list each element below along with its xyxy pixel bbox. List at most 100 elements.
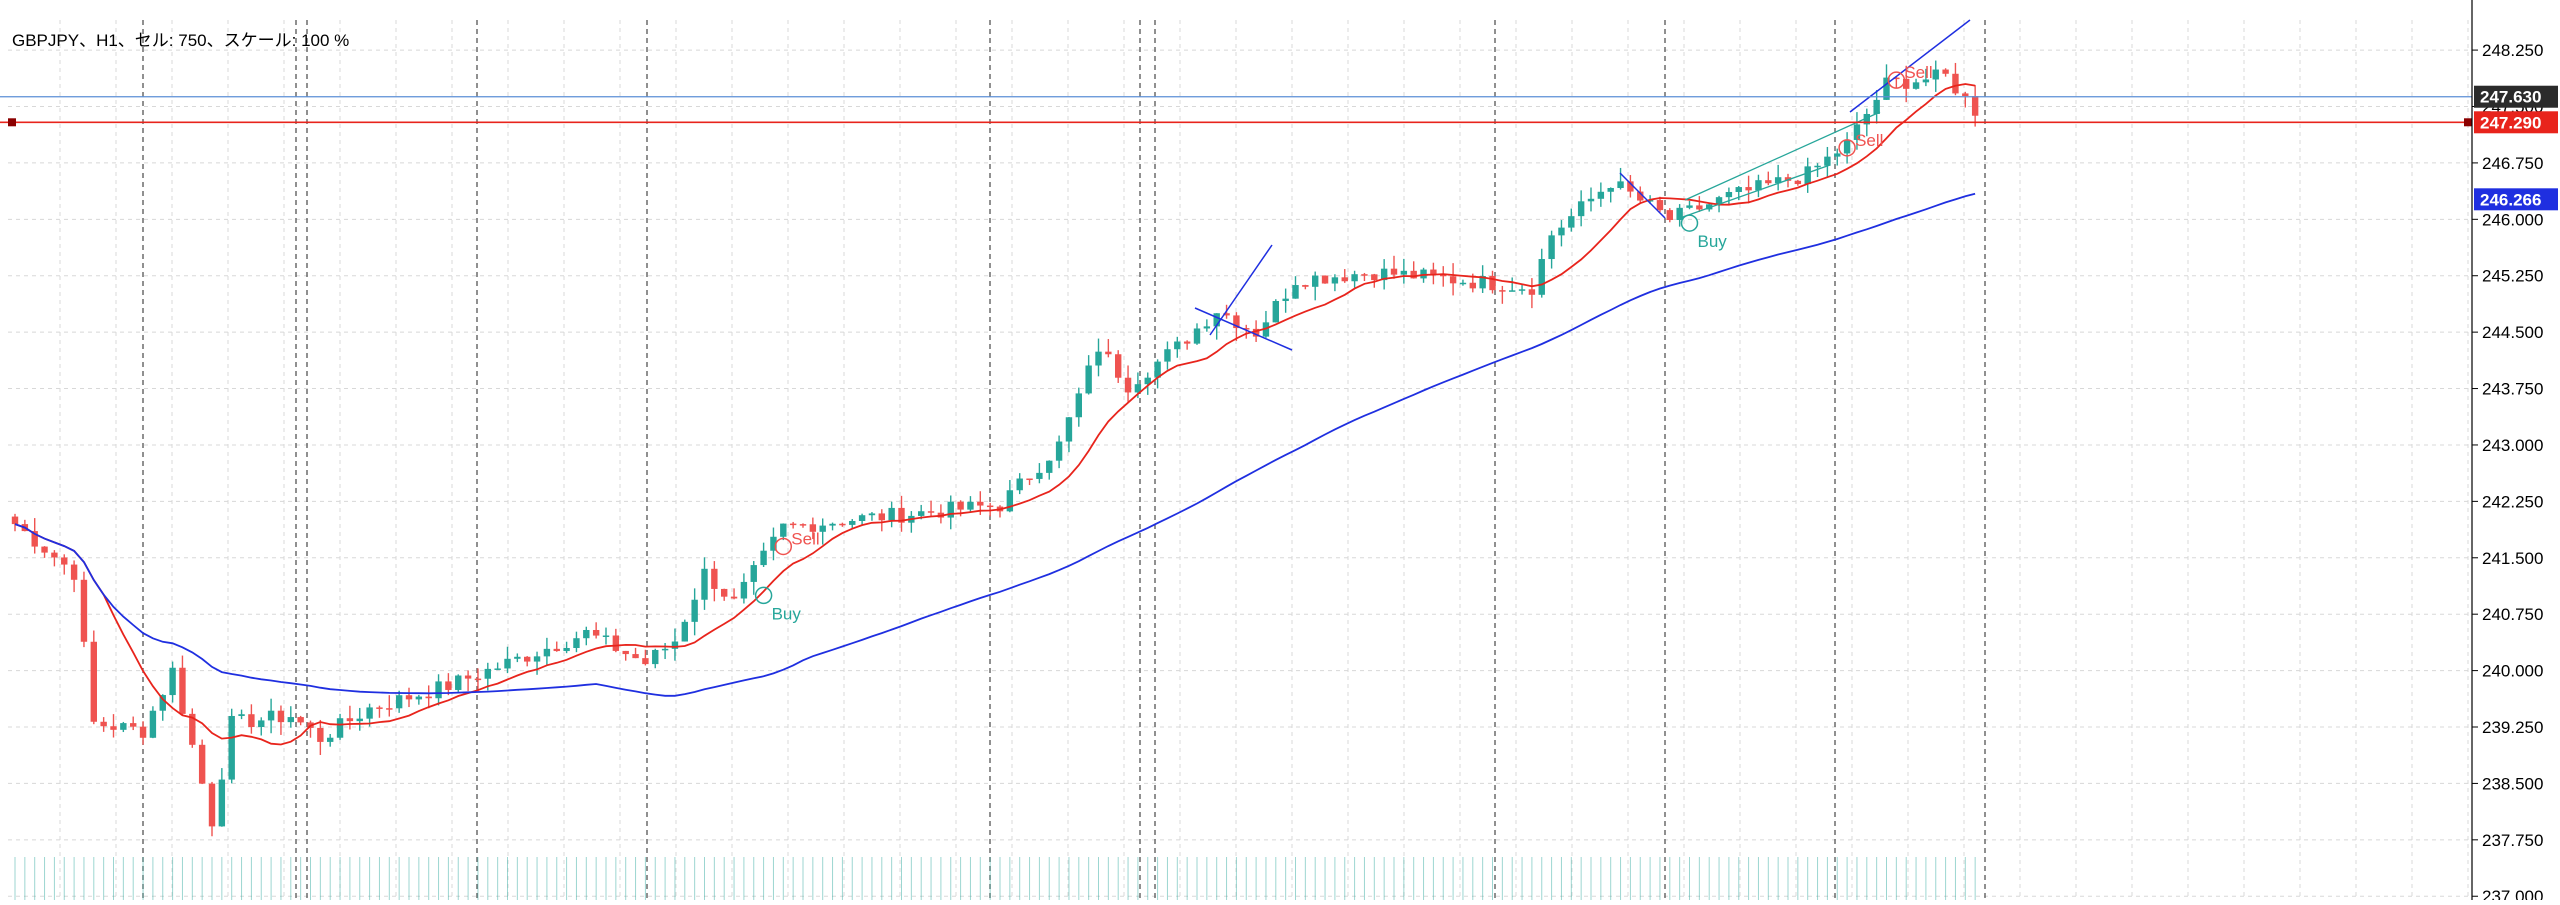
candle-body — [90, 641, 97, 722]
candle-body — [1124, 377, 1132, 393]
candle-body — [366, 707, 373, 719]
candle-body — [1420, 269, 1427, 279]
candle-body — [415, 696, 423, 700]
candle-body — [957, 501, 964, 510]
candle-body — [189, 713, 196, 745]
candle-body — [139, 726, 147, 738]
candle-body — [1105, 351, 1112, 355]
candle-body — [1745, 187, 1752, 191]
candle-body — [100, 721, 107, 727]
candle-body — [386, 708, 393, 710]
price-axis-label: 239.250 — [2482, 718, 2543, 737]
candle-body — [1193, 328, 1201, 344]
price-axis-label: 240.750 — [2482, 605, 2543, 624]
candle-body — [1164, 349, 1171, 362]
candle-body — [120, 723, 127, 730]
candle-body — [169, 667, 176, 696]
ask-price-tag — [2474, 85, 2558, 108]
ma-slow-line — [14, 192, 1976, 697]
bid-price-tag — [2474, 111, 2558, 134]
candle-body — [839, 523, 846, 526]
candle-body — [1538, 259, 1545, 295]
candle-body — [376, 707, 383, 709]
price-axis-label: 238.500 — [2482, 774, 2543, 793]
candle-body — [533, 656, 541, 662]
candle-body — [1597, 191, 1605, 199]
candle-body — [1449, 276, 1457, 284]
candle-body — [130, 723, 137, 727]
candle-body — [819, 525, 826, 532]
candle-body — [799, 524, 807, 526]
candle-body — [1095, 351, 1102, 366]
candle-body — [1282, 298, 1289, 302]
candle-body — [1509, 290, 1516, 292]
candle-body — [1292, 285, 1299, 299]
candle-body — [573, 638, 580, 648]
trade-marker-label: Buy — [772, 604, 802, 623]
candle-body — [1706, 204, 1713, 210]
candle-body — [1607, 187, 1614, 192]
trade-marker — [1680, 214, 1699, 232]
candle-body — [435, 681, 442, 699]
price-axis-label: 240.000 — [2482, 662, 2543, 681]
candle-body — [829, 523, 836, 526]
candle-body — [553, 648, 560, 652]
candle-body — [967, 501, 974, 510]
candle-body — [504, 658, 511, 669]
candle-body — [474, 678, 482, 681]
candle-body — [701, 568, 708, 600]
candle-body — [1794, 180, 1802, 185]
channel-line — [1679, 164, 1831, 219]
candle-body — [563, 647, 570, 652]
price-axis-label: 237.750 — [2482, 831, 2543, 850]
candle-body — [395, 695, 403, 709]
candle-body — [445, 681, 452, 690]
candle-body — [1144, 377, 1151, 385]
candle-body — [986, 505, 994, 508]
candle-body — [514, 656, 521, 659]
candle-body — [1853, 124, 1861, 140]
candle-body — [1055, 441, 1063, 461]
bid-line-handle — [2464, 118, 2472, 127]
candle-body — [927, 511, 935, 513]
candle-body — [1637, 191, 1644, 201]
candle-body — [218, 779, 226, 827]
trade-marker-label: Sell — [1855, 131, 1883, 150]
candle-body — [947, 501, 954, 518]
candle-body — [179, 667, 186, 714]
candle-body — [1568, 216, 1575, 228]
candle-body — [1075, 393, 1082, 418]
candle-body — [1577, 201, 1585, 217]
price-tag-label: 246.266 — [2480, 190, 2541, 209]
candle-body — [1755, 180, 1762, 191]
candle-body — [1528, 289, 1536, 295]
candle-body — [346, 718, 354, 722]
candle-body — [1302, 285, 1309, 287]
candle-body — [1410, 270, 1417, 279]
candle-body — [484, 668, 491, 679]
price-axis-label: 241.500 — [2482, 549, 2543, 568]
candle-body — [297, 717, 304, 723]
candle-body — [1765, 180, 1772, 184]
candle-body — [740, 581, 748, 599]
candle-body — [1834, 153, 1841, 157]
candle-body — [1824, 156, 1831, 166]
candle-body — [711, 568, 718, 589]
ma-fast-line — [14, 83, 1976, 746]
candle-body — [1252, 328, 1260, 337]
price-axis-label: 243.750 — [2482, 380, 2543, 399]
candle-body — [1380, 268, 1388, 281]
candle-body — [1518, 289, 1526, 291]
trade-marker-label: Sell — [1904, 63, 1932, 82]
candle-body — [1440, 274, 1447, 277]
candle-body — [1115, 354, 1122, 378]
candle-body — [208, 783, 216, 827]
candle-body — [1952, 73, 1959, 94]
candle-body — [1233, 315, 1240, 329]
candle-body — [1784, 177, 1792, 181]
candle-body — [336, 718, 344, 738]
price-axis-label: 246.000 — [2482, 210, 2543, 229]
trade-marker — [1838, 139, 1856, 157]
